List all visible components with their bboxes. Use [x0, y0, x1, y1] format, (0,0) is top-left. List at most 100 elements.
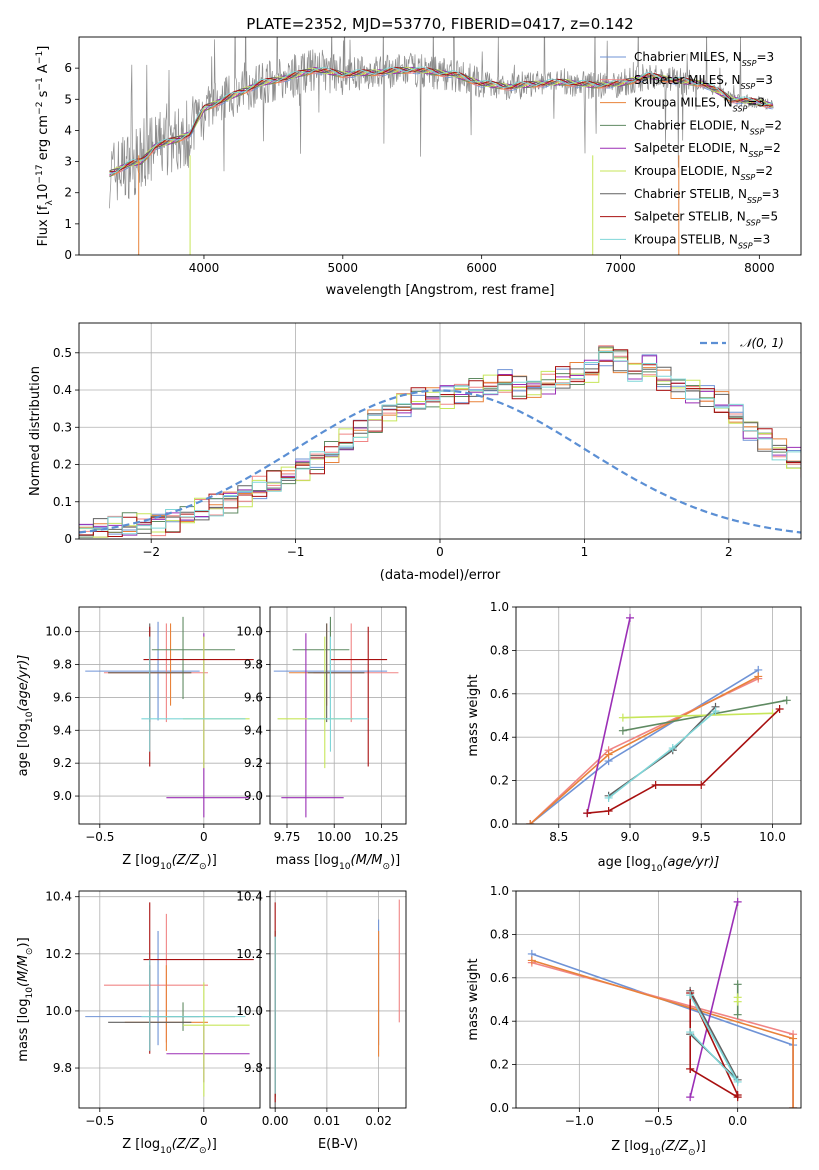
- data-point: [583, 809, 592, 818]
- age-vs-mass-xlabel-part: (M/M: [351, 853, 383, 868]
- age-vs-Z-xlabel-part: Z [log: [122, 853, 160, 868]
- mass-vs-Z-ylabel-part: ⊙: [25, 947, 35, 955]
- legend-entry: Salpeter STELIB, NSSP=5: [634, 210, 778, 228]
- histogram-step: [79, 349, 801, 537]
- y-tick-label: 9.8: [244, 658, 263, 672]
- massweight-vs-Z-xlabel-part: ⊙: [688, 1148, 696, 1158]
- legend-entry: Salpeter MILES, NSSP=3: [634, 73, 773, 91]
- x-tick-label: −0.5: [644, 1114, 673, 1128]
- legend-entry-sub: SSP: [747, 195, 762, 204]
- age-vs-Z-xlabel-part: ⊙: [199, 862, 207, 872]
- massweight-vs-Z-xlabel: Z [log10(Z/Z⊙)]: [611, 1139, 706, 1158]
- data-point: [733, 1010, 742, 1019]
- y-tick-label: 9.4: [53, 723, 72, 737]
- axes-frame: [269, 890, 407, 1109]
- data-point: [733, 897, 742, 906]
- legend-entry-nssp: =3: [747, 96, 765, 110]
- massweight-vs-age-ylabel: mass weight: [466, 674, 481, 756]
- residuals-panel: −2 −1 0 1 2 0 0.1 0.2 0.3 0.4 0.5 (data-model)/erro…: [28, 322, 802, 583]
- axes-frame: [269, 606, 407, 825]
- x-tick-label: 0: [200, 830, 208, 844]
- data-point: [618, 726, 627, 735]
- spectrum-ylabel-part: −1: [35, 77, 45, 90]
- age-vs-Z-xlabel-part: 10: [160, 862, 172, 872]
- x-tick-label: 5000: [328, 261, 359, 275]
- data-point: [604, 793, 613, 802]
- spectrum-model-line: [109, 66, 773, 175]
- x-tick-label: 10.0: [759, 830, 786, 844]
- age-vs-mass-xlabel-part: 10: [339, 862, 351, 872]
- spectrum-ylabel-part: ]: [36, 46, 51, 51]
- age-vs-mass-plot-area: [273, 616, 399, 818]
- legend-entry-name: Salpeter MILES, N: [634, 73, 741, 87]
- age-vs-Z-ylabel-part: 10: [25, 711, 35, 723]
- y-tick-label: 2: [64, 186, 72, 200]
- y-tick-label: 9.4: [244, 723, 263, 737]
- residuals-ylabel: Normed distribution: [28, 366, 43, 496]
- x-tick-label: −0.5: [85, 830, 114, 844]
- y-tick-label: 0.4: [53, 383, 72, 397]
- mass-vs-Z-xlabel: Z [log10(Z/Z⊙)]: [122, 1137, 217, 1156]
- legend-entry: Chabrier ELODIE, NSSP=2: [634, 118, 782, 136]
- legend-entry: Kroupa STELIB, NSSP=3: [634, 232, 770, 250]
- massweight-vs-age-plot-area: [526, 613, 791, 824]
- x-tick-label: −2: [142, 545, 160, 559]
- massweight-vs-age-xlabel-part: age [log: [598, 855, 651, 870]
- legend-entry-nssp: =5: [760, 210, 778, 224]
- age-vs-Z-xlabel-part: (Z/Z: [172, 853, 200, 868]
- x-tick-label: −0.5: [85, 1114, 114, 1128]
- data-point: [668, 744, 677, 753]
- y-tick-label: 0.8: [490, 643, 509, 657]
- axes-frame: [515, 606, 802, 825]
- data-point: [789, 1104, 798, 1108]
- y-tick-label: 0.4: [490, 1014, 509, 1028]
- age-vs-Z-ylabel-part: (age/yr)]: [16, 655, 31, 712]
- y-tick-label: 10.2: [236, 947, 263, 961]
- massweight-vs-Z-xlabel-part: )]: [696, 1139, 706, 1154]
- legend-entry: Kroupa ELODIE, NSSP=2: [634, 164, 773, 182]
- y-tick-label: 10.4: [45, 890, 72, 904]
- legend-entry-name: Kroupa MILES, N: [634, 96, 733, 110]
- mass-vs-EBV-panel: 0.00 0.01 0.02 9.8 10.0 10.2 10.4 E(B-V): [236, 890, 407, 1152]
- data-point: [651, 780, 660, 789]
- x-tick-label: 9.0: [620, 830, 639, 844]
- series-line: [689, 901, 739, 1098]
- y-tick-label: 0: [64, 532, 72, 546]
- y-tick-label: 0.3: [53, 420, 72, 434]
- y-tick-label: 1.0: [490, 884, 509, 898]
- data-point: [775, 704, 784, 713]
- x-tick-label: 1: [581, 545, 589, 559]
- x-tick-label: 8.5: [549, 830, 568, 844]
- mass-vs-Z-plot-area: [85, 902, 254, 1097]
- mass-vs-Z-xlabel-part: (Z/Z: [172, 1137, 200, 1152]
- data-point: [618, 713, 627, 722]
- legend-entry-name: Chabrier STELIB, N: [634, 187, 747, 201]
- x-tick-label: 0: [200, 1114, 208, 1128]
- y-tick-label: 0.2: [490, 1058, 509, 1072]
- mass-vs-Z-xlabel-part: )]: [207, 1137, 217, 1152]
- mass-vs-Z-ylabel-part: mass [log: [16, 999, 31, 1062]
- legend-entry-nssp: =3: [753, 232, 771, 246]
- x-tick-label: 10.25: [364, 830, 398, 844]
- x-tick-label: 0.00: [262, 1114, 289, 1128]
- massweight-vs-Z-xlabel-part: Z [log: [611, 1139, 649, 1154]
- y-tick-label: 9.8: [53, 1061, 72, 1075]
- series-line: [622, 712, 773, 719]
- data-point: [789, 1034, 798, 1043]
- y-tick-label: 0.6: [490, 971, 509, 985]
- legend-entry-nssp: =2: [755, 164, 773, 178]
- residuals-xlabel: (data-model)/error: [380, 568, 501, 583]
- legend-entry-name: Chabrier ELODIE, N: [634, 118, 750, 132]
- x-tick-label: 4000: [189, 261, 220, 275]
- spectrum-model-line: [109, 68, 773, 177]
- y-tick-label: 0.1: [53, 495, 72, 509]
- x-tick-label: 9.5: [692, 830, 711, 844]
- age-vs-mass-xlabel-part: mass [log: [276, 853, 339, 868]
- axes-frame: [78, 36, 802, 256]
- data-point: [604, 750, 613, 759]
- x-tick-label: 10.00: [317, 830, 351, 844]
- age-vs-Z-panel: −0.5 09.09.29.49.69.810.0Z [log10(Z/Z⊙)]a…: [16, 606, 261, 872]
- massweight-vs-Z-ylabel: mass weight: [466, 958, 481, 1040]
- massweight-vs-Z-xlabel-part: 10: [649, 1148, 661, 1158]
